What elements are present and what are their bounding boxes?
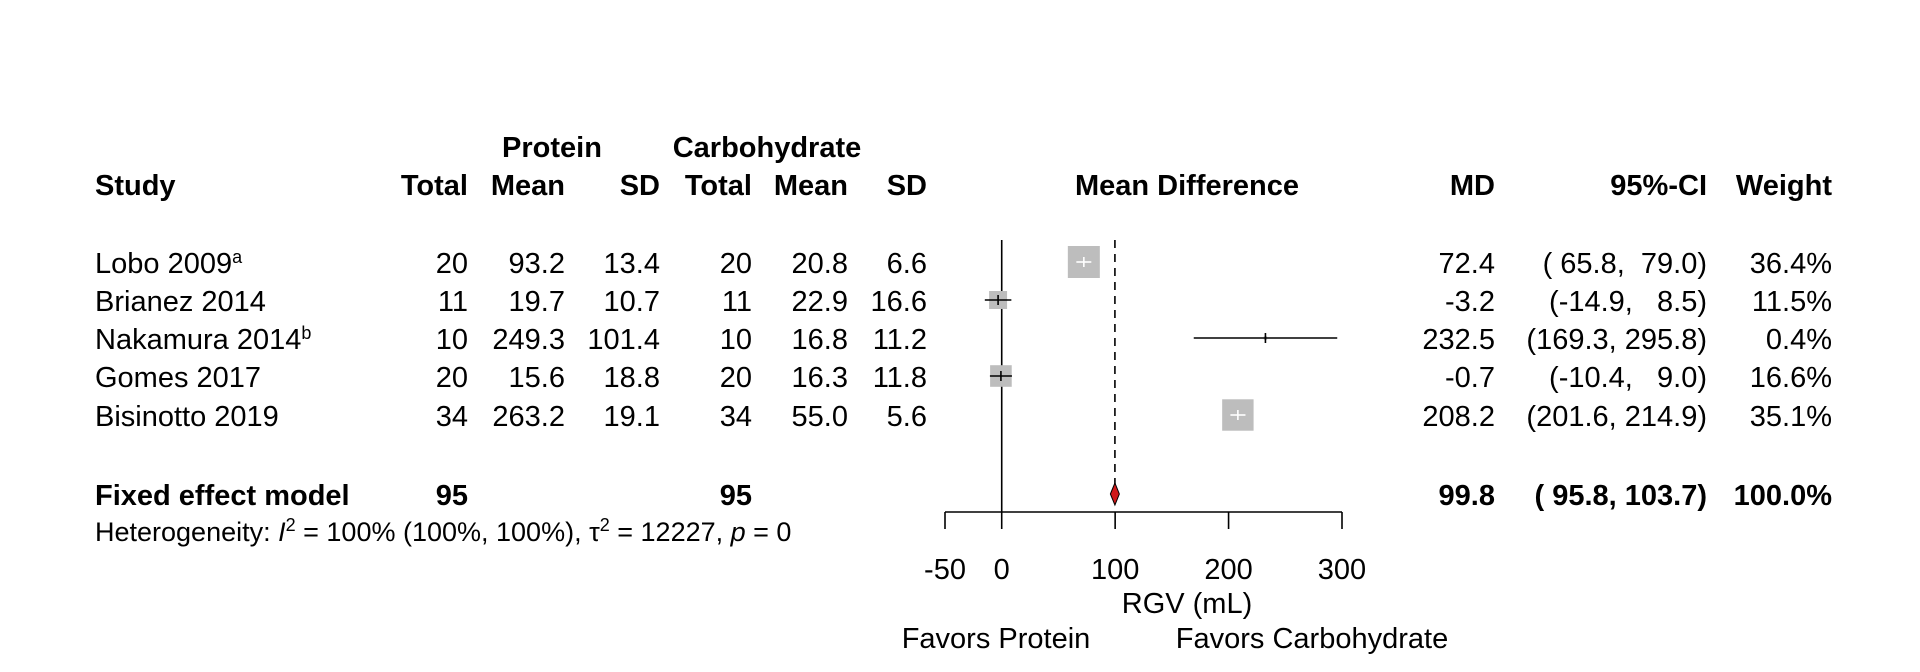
study-weight: 0.4% bbox=[1766, 324, 1832, 356]
study-md: -0.7 bbox=[1445, 362, 1495, 394]
study-mean1: 263.2 bbox=[492, 401, 565, 433]
study-weight: 11.5% bbox=[1752, 286, 1832, 318]
study-total2: 34 bbox=[720, 401, 752, 433]
group-header-carbohydrate: Carbohydrate bbox=[673, 132, 862, 164]
col-header-mean1: Mean bbox=[491, 170, 565, 202]
study-weight: 35.1% bbox=[1750, 401, 1832, 433]
x-tick-label: 0 bbox=[994, 554, 1010, 586]
study-md: 232.5 bbox=[1422, 324, 1495, 356]
pooled-total1: 95 bbox=[436, 480, 468, 512]
col-header-effect: Mean Difference bbox=[1075, 170, 1299, 202]
study-sd1: 10.7 bbox=[604, 286, 660, 318]
study-name: Lobo 2009a bbox=[95, 247, 243, 280]
study-mean2: 16.8 bbox=[792, 324, 848, 356]
x-tick-label: 200 bbox=[1204, 554, 1252, 586]
col-header-md: MD bbox=[1450, 170, 1495, 202]
pooled-md: 99.8 bbox=[1439, 480, 1495, 512]
study-sd2: 11.8 bbox=[873, 362, 927, 394]
study-name: Nakamura 2014b bbox=[95, 323, 311, 356]
study-name: Gomes 2017 bbox=[95, 362, 261, 394]
x-tick-label: 300 bbox=[1318, 554, 1366, 586]
pooled-diamond bbox=[1109, 481, 1120, 507]
study-mean2: 22.9 bbox=[792, 286, 848, 318]
col-header-total2: Total bbox=[685, 170, 752, 202]
study-ci: (-14.9, 8.5) bbox=[1549, 286, 1707, 318]
col-header-weight: Weight bbox=[1736, 170, 1832, 202]
study-total1: 10 bbox=[436, 324, 468, 356]
x-tick-label: 100 bbox=[1091, 554, 1139, 586]
study-total1: 20 bbox=[436, 248, 468, 280]
col-header-total1: Total bbox=[401, 170, 468, 202]
study-sd2: 5.6 bbox=[887, 401, 927, 433]
col-header-sd2: SD bbox=[887, 170, 927, 202]
col-header-study: Study bbox=[95, 170, 176, 202]
study-ci: (201.6, 214.9) bbox=[1526, 401, 1707, 433]
study-mean2: 20.8 bbox=[792, 248, 848, 280]
study-total2: 11 bbox=[722, 286, 752, 318]
x-tick-label: -50 bbox=[924, 554, 966, 586]
study-total1: 11 bbox=[438, 286, 468, 318]
study-total2: 10 bbox=[720, 324, 752, 356]
pooled-total2: 95 bbox=[720, 480, 752, 512]
study-total1: 34 bbox=[436, 401, 468, 433]
study-name: Bisinotto 2019 bbox=[95, 401, 279, 433]
study-mean2: 55.0 bbox=[792, 401, 848, 433]
study-mean1: 19.7 bbox=[509, 286, 565, 318]
study-sd2: 11.2 bbox=[873, 324, 927, 356]
study-sd2: 16.6 bbox=[871, 286, 927, 318]
favors-right-label: Favors Carbohydrate bbox=[1176, 623, 1448, 655]
heterogeneity-text: Heterogeneity: I2 = 100% (100%, 100%), τ… bbox=[95, 515, 791, 547]
pooled-weight: 100.0% bbox=[1734, 480, 1833, 512]
study-sd1: 18.8 bbox=[604, 362, 660, 394]
x-axis-label: RGV (mL) bbox=[1122, 588, 1253, 620]
study-sd1: 101.4 bbox=[587, 324, 660, 356]
favors-left-label: Favors Protein bbox=[902, 623, 1091, 655]
study-md: -3.2 bbox=[1445, 286, 1495, 318]
pooled-ci: ( 95.8, 103.7) bbox=[1535, 480, 1708, 512]
study-total1: 20 bbox=[436, 362, 468, 394]
study-md: 208.2 bbox=[1422, 401, 1495, 433]
study-sd1: 13.4 bbox=[604, 248, 660, 280]
group-header-protein: Protein bbox=[502, 132, 602, 164]
col-header-ci: 95%-CI bbox=[1610, 170, 1707, 202]
study-name: Brianez 2014 bbox=[95, 286, 266, 318]
study-total2: 20 bbox=[720, 248, 752, 280]
study-sd1: 19.1 bbox=[604, 401, 660, 433]
study-mean1: 93.2 bbox=[509, 248, 565, 280]
study-mean1: 249.3 bbox=[492, 324, 565, 356]
study-ci: (169.3, 295.8) bbox=[1526, 324, 1707, 356]
study-sd2: 6.6 bbox=[887, 248, 927, 280]
study-mean1: 15.6 bbox=[509, 362, 565, 394]
study-weight: 16.6% bbox=[1750, 362, 1832, 394]
study-weight: 36.4% bbox=[1750, 248, 1832, 280]
study-total2: 20 bbox=[720, 362, 752, 394]
study-md: 72.4 bbox=[1439, 248, 1495, 280]
study-ci: (-10.4, 9.0) bbox=[1549, 362, 1707, 394]
study-ci: ( 65.8, 79.0) bbox=[1543, 248, 1707, 280]
pooled-name: Fixed effect model bbox=[95, 480, 350, 512]
study-mean2: 16.3 bbox=[792, 362, 848, 394]
col-header-sd1: SD bbox=[620, 170, 660, 202]
col-header-mean2: Mean bbox=[774, 170, 848, 202]
